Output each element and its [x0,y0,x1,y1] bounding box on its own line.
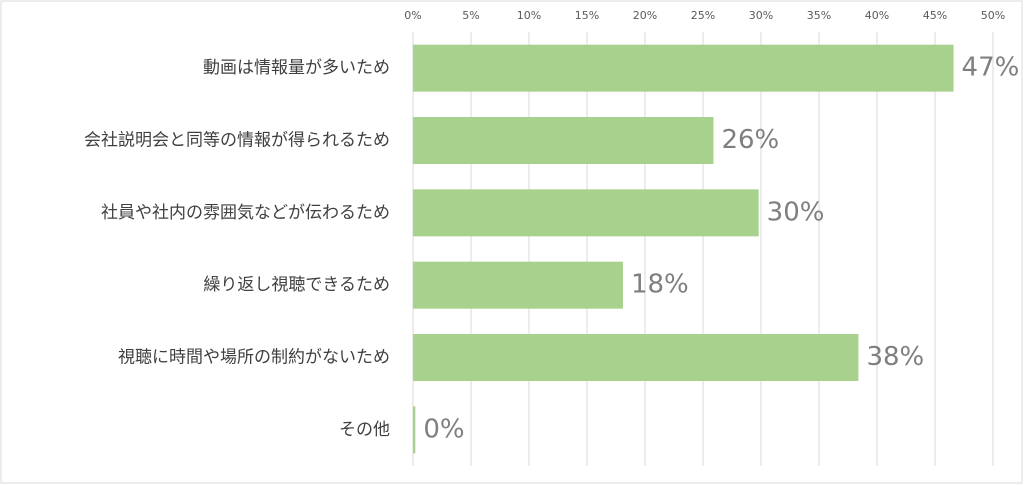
x-tick-label: 25% [691,9,715,22]
value-label: 30% [767,197,825,227]
x-tick-label: 30% [749,9,773,22]
bar [413,189,759,237]
value-label: 47% [962,53,1020,83]
bar [413,44,954,92]
x-tick-label: 15% [575,9,599,22]
value-label: 26% [721,125,779,155]
bar [413,117,714,164]
category-label: 繰り返し視聴できるため [203,275,390,295]
x-tick-label: 35% [807,9,831,22]
x-tick-label: 40% [865,9,889,22]
category-label: 会社説明会と同等の情報が得られるため [84,131,390,151]
x-tick-label: 50% [981,9,1005,22]
bar [413,406,416,454]
bar [413,261,623,309]
x-tick-label: 45% [923,9,947,22]
bar [413,334,859,381]
x-tick-label: 5% [462,9,479,22]
category-label: 視聴に時間や場所の制約がないため [118,348,390,368]
x-tick-label: 20% [633,9,657,22]
value-label: 38% [866,342,924,372]
x-tick-label: 0% [404,9,421,22]
category-label: 動画は情報量が多いため [203,58,390,78]
value-label: 18% [631,270,689,300]
x-tick-label: 10% [517,9,541,22]
category-label: 社員や社内の雰囲気などが伝わるため [101,203,390,223]
value-label: 0% [423,414,464,444]
category-label: その他 [339,420,390,440]
